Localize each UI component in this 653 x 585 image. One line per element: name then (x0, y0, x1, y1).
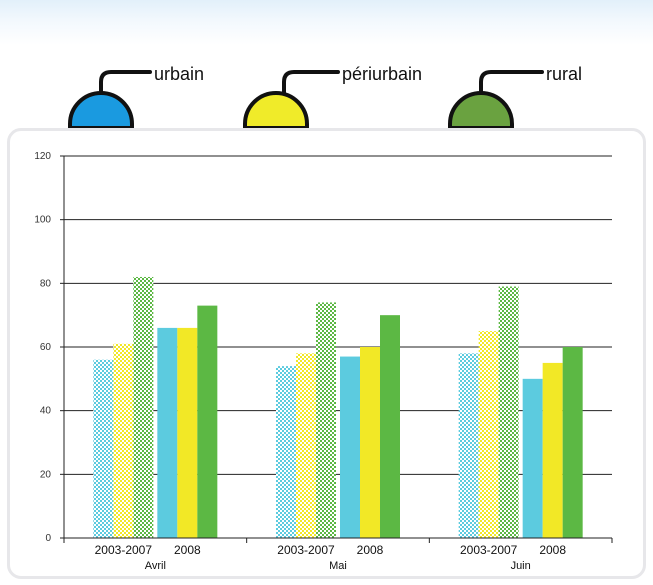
bar-avril-2008-rural (197, 305, 218, 538)
x-period-label: 2008 (539, 543, 566, 557)
legend-item-urbain (68, 70, 152, 130)
legend-label-rural: rural (546, 64, 583, 84)
y-tick-label: 20 (40, 469, 52, 480)
bar-avril-2008-urbain (157, 327, 178, 538)
bar-mai-2003-2007-rural (316, 302, 336, 538)
x-month-label: Mai (329, 560, 347, 572)
legend-label-urbain: urbain (154, 64, 205, 84)
x-period-label: 2008 (357, 543, 384, 557)
bar-mai-2008-rural (380, 315, 400, 538)
bar-avril-2003-2007-urbain (93, 359, 114, 538)
y-tick-label: 120 (34, 151, 51, 162)
x-month-label: Juin (511, 560, 531, 572)
bar-mai-2003-2007-urbain (276, 366, 296, 538)
y-axis: 0 20 40 60 80 100 120 (34, 151, 65, 544)
bars (93, 276, 583, 538)
bar-mai-2003-2007-periurbain (296, 353, 316, 538)
legend-item-rural (448, 70, 544, 130)
y-tick-label: 40 (40, 406, 52, 417)
bar-juin-2008-rural (562, 347, 583, 538)
legend-graphics (68, 70, 544, 130)
bar-mai-2008-urbain (340, 356, 360, 538)
legend-connector-urbain (99, 70, 152, 96)
bar-avril-2008-periurbain (177, 327, 198, 538)
y-tick-label: 60 (40, 342, 52, 353)
legend-dot-urbain (68, 91, 134, 130)
x-period-label: 2003-2007 (95, 543, 153, 557)
y-tick-label: 100 (34, 215, 51, 226)
y-tick-label: 80 (40, 278, 52, 289)
legend-connector-periurbain (282, 70, 340, 96)
gridlines (64, 155, 612, 475)
legend-dot-periurbain (243, 91, 309, 130)
legend-item-periurbain (243, 70, 340, 130)
x-axis: 2003-2007 2008 Avril 2003-2007 2008 Mai 2003-2… (63, 537, 613, 572)
x-period-label: 2003-2007 (460, 543, 518, 557)
x-month-label: Avril (145, 560, 166, 572)
legend: urbain périurbain rural (0, 0, 653, 130)
legend-dot-rural (448, 91, 514, 130)
x-period-label: 2003-2007 (277, 543, 335, 557)
bar-avril-2003-2007-periurbain (113, 343, 134, 538)
legend-connector-rural (479, 70, 544, 96)
bar-juin-2003-2007-rural (498, 286, 519, 538)
bar-mai-2008-periurbain (360, 347, 380, 538)
legend-label-periurbain: périurbain (342, 64, 423, 84)
bar-juin-2008-urbain (522, 378, 543, 538)
bar-avril-2003-2007-rural (133, 276, 154, 538)
bar-juin-2003-2007-periurbain (478, 331, 499, 538)
bar-juin-2008-periurbain (542, 362, 563, 538)
x-period-label: 2008 (174, 543, 201, 557)
y-tick-label: 0 (45, 533, 51, 544)
bar-juin-2003-2007-urbain (458, 353, 479, 538)
